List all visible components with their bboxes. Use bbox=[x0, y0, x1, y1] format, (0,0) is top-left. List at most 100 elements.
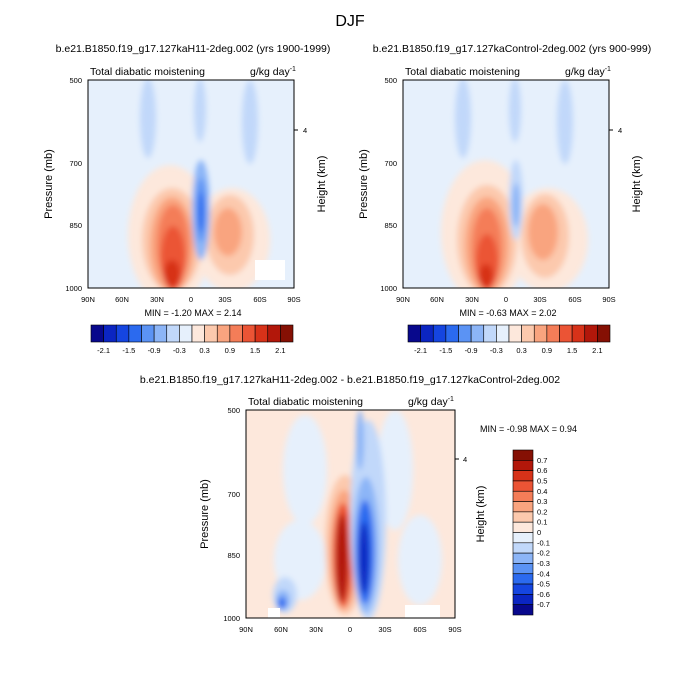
x-tick-label: 30N bbox=[309, 625, 323, 634]
colorbar-swatch bbox=[512, 460, 534, 471]
colorbar-swatch bbox=[141, 324, 155, 343]
panel-difference: b.e21.B1850.f19_g17.127kaH11-2deg.002 - … bbox=[140, 374, 577, 634]
x-axis: 90N 60N 30N 0 30S 60S 90S bbox=[239, 625, 462, 634]
x-tick-label: 30S bbox=[218, 295, 231, 304]
x-tick-label: 60S bbox=[568, 295, 581, 304]
colorbar-label: 0.1 bbox=[537, 518, 547, 527]
colorbar-swatch bbox=[166, 324, 180, 343]
colorbar-swatch bbox=[512, 552, 534, 564]
colorbar-label: -2.1 bbox=[414, 346, 427, 355]
colorbar-swatch bbox=[432, 324, 447, 343]
colorbar-swatch bbox=[179, 324, 193, 343]
colorbar-label: -0.3 bbox=[537, 559, 550, 568]
colorbar-swatch bbox=[533, 324, 548, 343]
y-tick-label: 1000 bbox=[380, 284, 397, 293]
y-tick-label: 1000 bbox=[223, 614, 240, 623]
y-tick-label: 1000 bbox=[65, 284, 82, 293]
colorbar-swatch bbox=[458, 324, 472, 343]
colorbar-label: -1.5 bbox=[439, 346, 452, 355]
y-axis-title: Pressure (mb) bbox=[43, 149, 55, 219]
y-axis-right: 4 Height (km) bbox=[294, 126, 328, 212]
panel-title: b.e21.B1850.f19_g17.127kaH11-2deg.002 - … bbox=[140, 374, 560, 386]
y-right-tick-label: 4 bbox=[618, 126, 622, 135]
colorbar-label: 0.2 bbox=[537, 507, 547, 516]
x-tick-label: 60N bbox=[115, 295, 129, 304]
x-tick-label: 90S bbox=[602, 295, 615, 304]
colorbar-swatch bbox=[512, 501, 534, 513]
colorbar-swatch bbox=[103, 324, 117, 343]
y-axis-right-title: Height (km) bbox=[316, 156, 328, 213]
y-right-tick-label: 4 bbox=[303, 126, 307, 135]
colorbar-label: -0.4 bbox=[537, 569, 550, 578]
colorbar-swatch bbox=[512, 470, 534, 482]
x-tick-label: 90N bbox=[396, 295, 410, 304]
colorbar-label: 0.6 bbox=[537, 466, 547, 475]
x-tick-label: 60N bbox=[274, 625, 288, 634]
x-tick-label: 60S bbox=[253, 295, 266, 304]
min-max-label: MIN = -0.98 MAX = 0.94 bbox=[480, 424, 577, 434]
colorbar-label: 0 bbox=[537, 528, 541, 537]
colorbar-swatch bbox=[512, 449, 534, 461]
x-tick-label: 90S bbox=[448, 625, 461, 634]
colorbar-label: 0.3 bbox=[537, 497, 547, 506]
units-label: g/kg day-1 bbox=[565, 66, 611, 78]
colorbar-swatch bbox=[216, 324, 231, 343]
colorbar-label: 0.3 bbox=[516, 346, 526, 355]
colorbar-swatch bbox=[407, 324, 421, 343]
colorbar-label: 2.1 bbox=[275, 346, 285, 355]
y-axis-right-title: Height (km) bbox=[631, 156, 643, 213]
colorbar-swatch bbox=[512, 573, 534, 585]
colorbar-swatch bbox=[559, 324, 573, 343]
colorbar-swatch bbox=[597, 324, 611, 343]
y-tick-label: 700 bbox=[69, 159, 82, 168]
colorbar-swatch bbox=[254, 324, 269, 343]
colorbar-label: -0.6 bbox=[537, 590, 550, 599]
colorbar-label: 0.9 bbox=[225, 346, 235, 355]
y-axis-title: Pressure (mb) bbox=[358, 149, 370, 219]
x-tick-label: 60S bbox=[413, 625, 426, 634]
x-tick-label: 90N bbox=[239, 625, 253, 634]
panel-title: b.e21.B1850.f19_g17.127kaH11-2deg.002 (y… bbox=[56, 43, 331, 55]
colorbar-swatch bbox=[584, 324, 598, 343]
colorbar-swatch bbox=[204, 324, 218, 343]
x-tick-label: 90S bbox=[287, 295, 300, 304]
colorbar-label: 1.5 bbox=[567, 346, 577, 355]
colorbar-label: 2.1 bbox=[592, 346, 602, 355]
colorbar-swatch bbox=[512, 583, 534, 595]
panel-h11: b.e21.B1850.f19_g17.127kaH11-2deg.002 (y… bbox=[43, 43, 330, 355]
y-tick-label: 500 bbox=[227, 406, 240, 415]
colorbar-label: -0.9 bbox=[465, 346, 478, 355]
colorbar-swatch bbox=[483, 324, 497, 343]
colorbar-swatch bbox=[512, 480, 534, 492]
colorbar-label: 0.3 bbox=[199, 346, 209, 355]
colorbar-label: -0.3 bbox=[490, 346, 503, 355]
x-axis: 90N 60N 30N 0 30S 60S 90S bbox=[81, 295, 301, 304]
y-axis: 500 700 850 1000 Pressure (mb) bbox=[199, 406, 240, 623]
y-right-tick-label: 4 bbox=[463, 455, 467, 464]
colorbar-swatch bbox=[191, 324, 205, 343]
units-label: g/kg day-1 bbox=[408, 396, 454, 408]
colorbar-label: 1.5 bbox=[250, 346, 260, 355]
colorbar-swatch bbox=[242, 324, 256, 343]
y-tick-label: 850 bbox=[227, 551, 240, 560]
y-axis: 500 700 850 1000 Pressure (mb) bbox=[43, 76, 82, 293]
y-tick-label: 700 bbox=[384, 159, 397, 168]
colorbar-label: -0.1 bbox=[537, 538, 550, 547]
colorbar-swatch bbox=[470, 324, 485, 343]
y-axis-right: 4 Height (km) bbox=[609, 126, 643, 212]
y-axis-right: 4 Height (km) bbox=[455, 455, 487, 542]
colorbar-swatch bbox=[512, 490, 534, 502]
colorbar-swatch bbox=[153, 324, 168, 343]
colorbar: 0.70.60.5 0.40.30.2 0.10-0.1 -0.2-0.3-0.4 -0… bbox=[512, 449, 550, 616]
min-max-label: MIN = -0.63 MAX = 2.02 bbox=[459, 308, 556, 318]
colorbar-label: -2.1 bbox=[97, 346, 110, 355]
panel-control: b.e21.B1850.f19_g17.127kaControl-2deg.00… bbox=[358, 43, 651, 355]
colorbar-swatch bbox=[445, 324, 459, 343]
colorbar-label: -0.5 bbox=[537, 580, 550, 589]
colorbar-swatch bbox=[521, 324, 535, 343]
colorbar-swatch bbox=[496, 324, 510, 343]
colorbar-swatch bbox=[546, 324, 560, 343]
colorbar-label: -0.7 bbox=[537, 600, 550, 609]
y-tick-label: 500 bbox=[69, 76, 82, 85]
